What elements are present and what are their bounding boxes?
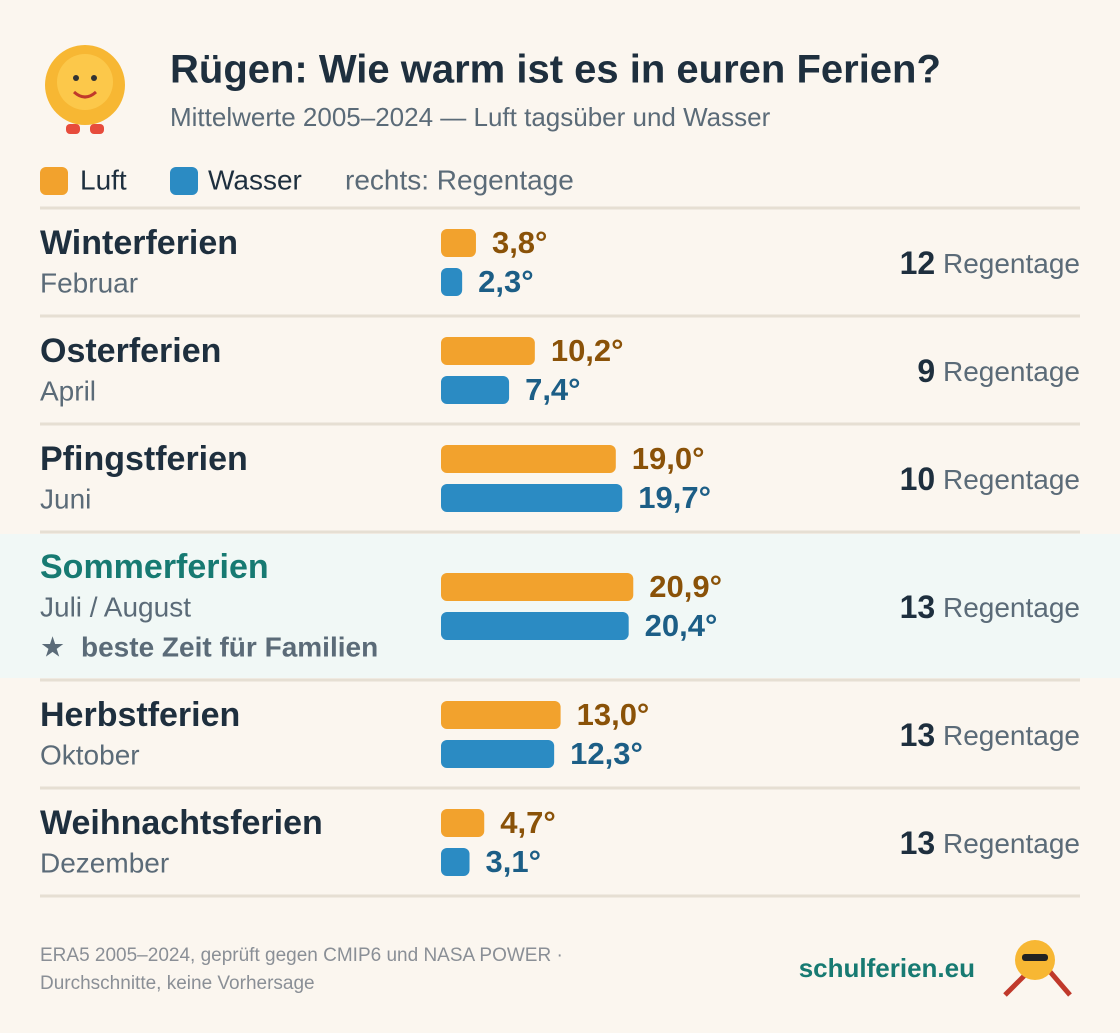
bar [441,701,561,729]
legend-swatch [40,167,68,195]
legend-label: Wasser [208,164,302,195]
sun-mascot [45,45,125,134]
footer-source: ERA5 2005–2024, geprüft gegen CMIP6 und … [40,945,563,966]
category-label: Herbstferien [40,696,240,734]
rain-unit: Regentage [943,592,1080,623]
bar [441,612,629,640]
rain-count: 9 [917,353,935,389]
bar [441,848,470,876]
category-sublabel: Februar [40,267,138,298]
rain-days: 9 Regentage [917,353,1080,389]
rain-days: 13 Regentage [900,717,1080,753]
value-label: 19,7° [638,480,711,515]
rain-unit: Regentage [943,720,1080,751]
value-label: 13,0° [577,697,650,732]
rain-count: 13 [900,717,936,753]
category-sublabel: April [40,375,96,406]
rain-count: 13 [900,589,936,625]
bar [441,337,535,365]
highlight-band [0,534,1120,678]
legend-note: rechts: Regentage [345,164,574,195]
category-sublabel: Oktober [40,739,140,770]
value-label: 12,3° [570,736,643,771]
rain-days: 13 Regentage [900,825,1080,861]
legend-swatch [170,167,198,195]
value-label: 7,4° [525,372,581,407]
category-label: Osterferien [40,332,221,370]
value-label: 3,8° [492,225,547,260]
bar [441,229,476,257]
legend-label: Luft [80,164,127,195]
value-label: 19,0° [632,441,705,476]
rain-unit: Regentage [943,356,1080,387]
footer-note: Durchschnitte, keine Vorhersage [40,973,315,994]
bar [441,376,510,404]
value-label: 20,4° [645,608,718,643]
highlight-note: beste Zeit für Familien [81,631,378,662]
value-label: 3,1° [486,844,542,879]
category-label: Winterferien [40,224,238,262]
title: Rügen: Wie warm ist es in euren Ferien? [170,48,941,92]
subtitle: Mittelwerte 2005–2024 — Luft tagsüber un… [170,102,771,132]
category-sublabel: Dezember [40,847,169,878]
bar [441,268,463,296]
sun-deckchair [1003,940,1072,997]
star-icon: ★ [40,631,65,662]
category-sublabel: Juli / August [40,591,191,622]
rain-days: 13 Regentage [900,589,1080,625]
value-label: 2,3° [478,264,534,299]
value-label: 4,7° [500,805,556,840]
bar [441,740,555,768]
value-label: 20,9° [649,569,722,604]
rows: Winterferien Februar 3,8° 2,3° 12 Regentage O… [0,206,1120,898]
rain-count: 12 [900,245,936,281]
bar [441,809,485,837]
brand: schulferien.eu [799,953,975,983]
category-sublabel: Juni [40,483,91,514]
category-label: Pfingstferien [40,440,248,478]
bar [441,573,634,601]
rain-count: 10 [900,461,936,497]
rain-count: 13 [900,825,936,861]
category-label: Weihnachtsferien [40,804,323,842]
rain-unit: Regentage [943,828,1080,859]
rain-unit: Regentage [943,248,1080,279]
rain-days: 10 Regentage [900,461,1080,497]
bar [441,484,623,512]
rain-days: 12 Regentage [900,245,1080,281]
value-label: 10,2° [551,333,624,368]
category-label: Sommerferien [40,548,269,586]
bar [441,445,616,473]
rain-unit: Regentage [943,464,1080,495]
